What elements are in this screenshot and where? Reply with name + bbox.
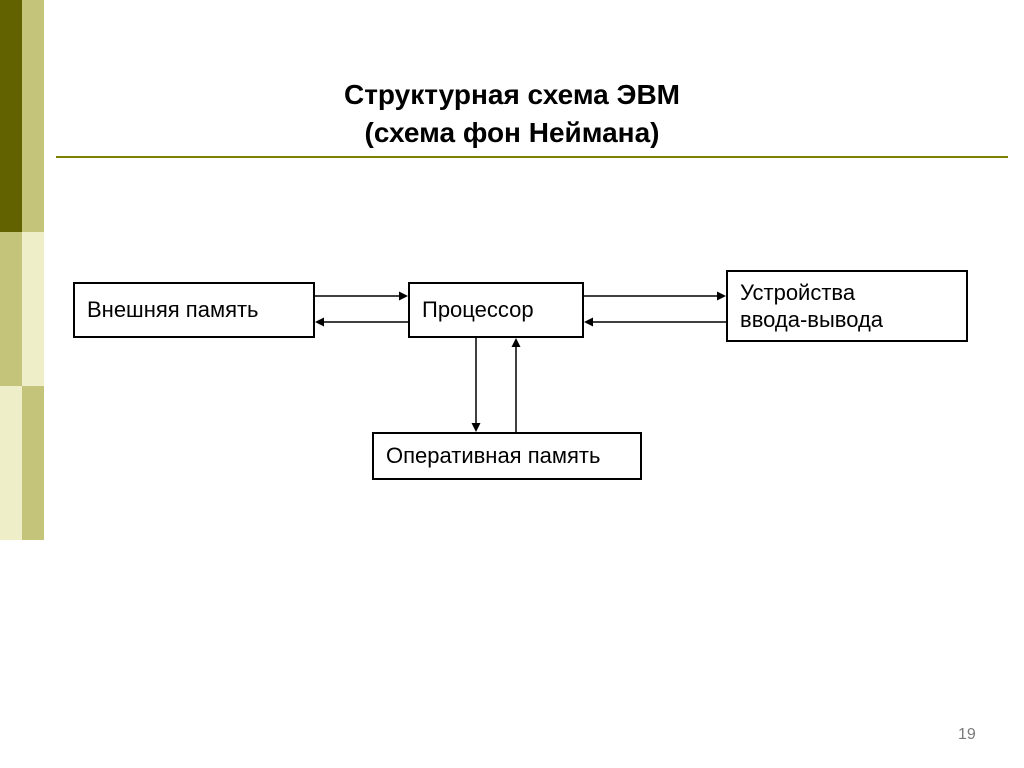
- title-underline: [56, 156, 1008, 158]
- edge-arrow: [575, 287, 735, 305]
- edge-arrow: [467, 329, 485, 441]
- slide-title: Структурная схема ЭВМ (схема фон Неймана…: [0, 76, 1024, 152]
- edge-arrow: [306, 313, 417, 331]
- node-io: Устройстваввода-вывода: [726, 270, 968, 342]
- page-number: 19: [958, 726, 976, 744]
- node-ext_mem: Внешняя память: [73, 282, 315, 338]
- node-label: Внешняя память: [87, 297, 259, 323]
- node-ram: Оперативная память: [372, 432, 642, 480]
- sidebar-decor-block: [22, 232, 44, 386]
- sidebar-decor-block: [0, 232, 22, 386]
- edge-arrow: [575, 313, 735, 331]
- node-label: Оперативная память: [386, 443, 600, 469]
- node-label: Устройстваввода-вывода: [740, 279, 883, 334]
- edge-arrow: [306, 287, 417, 305]
- edge-arrow: [507, 329, 525, 441]
- title-line-2: (схема фон Неймана): [0, 114, 1024, 152]
- sidebar-decor-block: [22, 386, 44, 540]
- node-cpu: Процессор: [408, 282, 584, 338]
- node-label: Процессор: [422, 297, 534, 323]
- sidebar-decor-block: [0, 386, 22, 540]
- title-line-1: Структурная схема ЭВМ: [0, 76, 1024, 114]
